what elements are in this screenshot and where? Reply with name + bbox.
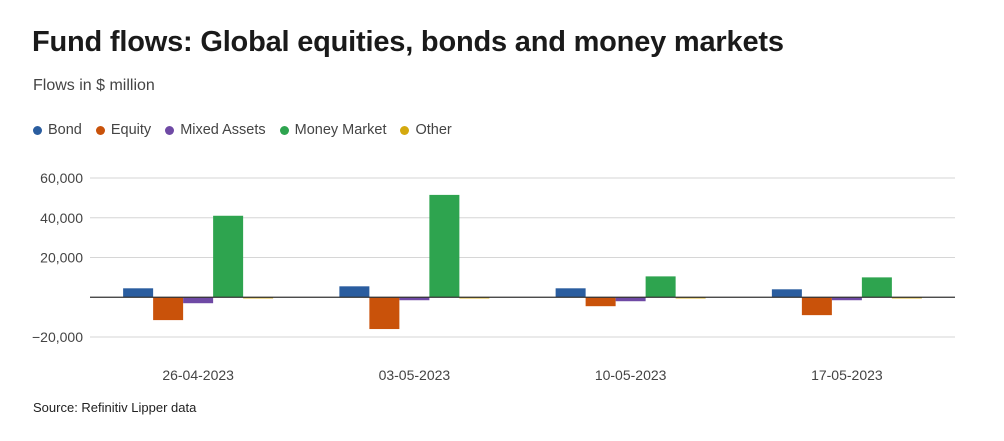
bar-bond	[771, 289, 802, 298]
legend-label-mixed-assets: Mixed Assets	[180, 122, 266, 138]
legend-label-money-market: Money Market	[294, 122, 387, 138]
legend-dot-money-market	[279, 125, 289, 135]
legend-dot-equity	[95, 125, 105, 135]
bar-mixed-assets	[399, 297, 430, 301]
legend-label-equity: Equity	[110, 122, 152, 138]
x-tick-label: 26-04-2023	[162, 367, 234, 383]
legend-label-other: Other	[415, 122, 452, 138]
x-axis-labels: 26-04-2023 03-05-2023 10-05-2023 17-05-2023	[162, 367, 883, 383]
bar-bond	[555, 288, 586, 298]
bar-mixed-assets	[615, 297, 646, 302]
y-tick-label: 40,000	[40, 210, 83, 226]
x-tick-label: 17-05-2023	[811, 367, 883, 383]
legend-item-money-market: Money Market	[279, 122, 387, 138]
y-tick-label: −20,000	[32, 329, 83, 345]
bar-mixed-assets	[831, 297, 862, 301]
legend-dot-mixed-assets	[165, 125, 175, 135]
bar-equity	[153, 297, 184, 321]
legend-item-mixed-assets: Mixed Assets	[165, 122, 266, 138]
y-axis-labels: −20,000 20,000 40,000 60,000	[32, 170, 83, 345]
chart-title: Fund flows: Global equities, bonds and m…	[32, 26, 784, 58]
x-tick-label: 10-05-2023	[595, 367, 667, 383]
source-note: Source: Refinitiv Lipper data	[33, 400, 197, 415]
bar-money-market	[645, 276, 676, 298]
bar-mixed-assets	[183, 297, 214, 304]
legend-item-bond: Bond	[33, 122, 82, 138]
bar-equity	[369, 297, 400, 330]
legend-item-equity: Equity	[95, 122, 152, 138]
bar-money-market	[213, 215, 244, 298]
bars	[123, 194, 922, 330]
bar-bond	[339, 286, 370, 298]
bar-equity	[801, 297, 832, 316]
bar-bond	[123, 288, 154, 298]
y-tick-label: 60,000	[40, 170, 83, 186]
bar-money-market	[861, 277, 892, 298]
legend-dot-bond	[33, 125, 42, 135]
legend: Bond Equity Mixed Assets Money Market Ot…	[33, 122, 466, 138]
y-tick-label: 20,000	[40, 250, 83, 266]
legend-label-bond: Bond	[48, 122, 82, 138]
x-tick-label: 03-05-2023	[379, 367, 451, 383]
legend-dot-other	[400, 125, 410, 135]
bar-equity	[585, 297, 616, 307]
legend-item-other: Other	[400, 122, 452, 138]
chart-subtitle: Flows in $ million	[33, 77, 155, 94]
bar-money-market	[429, 194, 460, 298]
